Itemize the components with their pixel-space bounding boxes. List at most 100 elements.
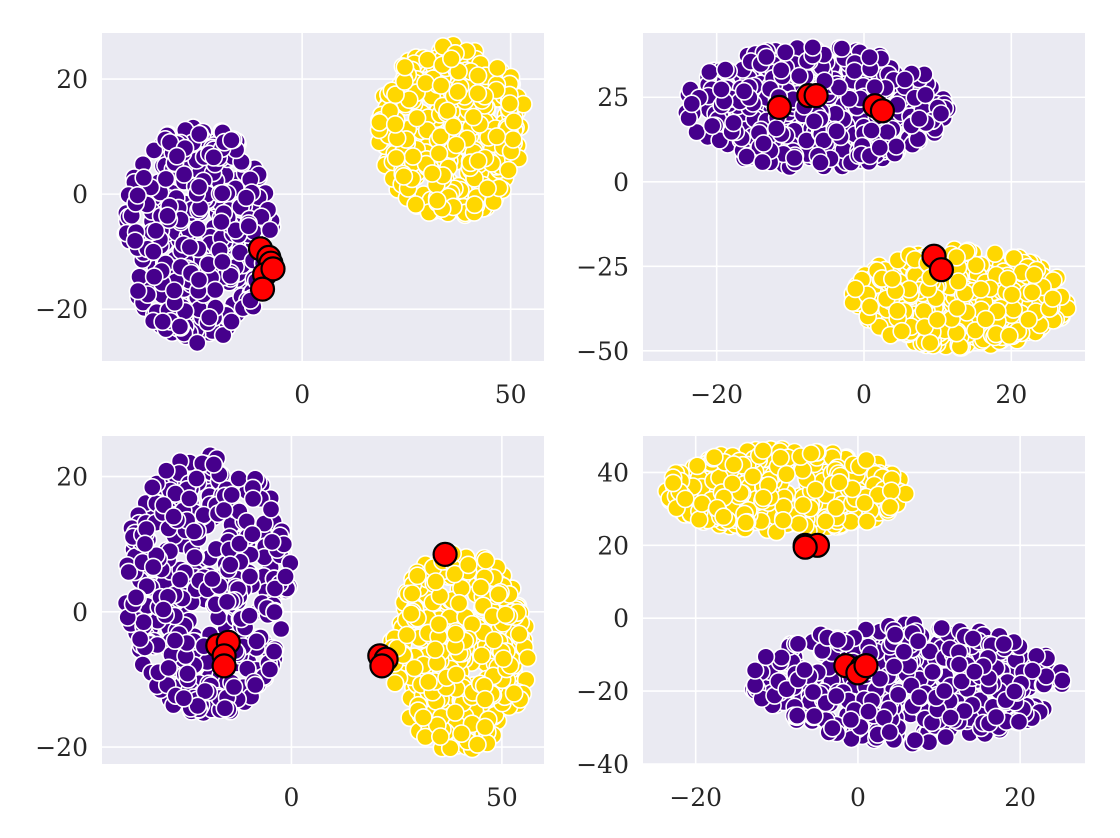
point-class-0 — [144, 267, 164, 287]
point-class-1 — [1002, 285, 1022, 305]
point-class-1 — [999, 326, 1019, 346]
point-class-0 — [936, 727, 956, 747]
point-class-0 — [803, 682, 823, 702]
point-class-1 — [743, 466, 763, 486]
highlight-point — [928, 257, 955, 283]
point-class-0 — [185, 547, 205, 567]
point-class-1 — [1022, 282, 1042, 302]
point-class-0 — [134, 612, 154, 632]
point-class-0 — [202, 569, 222, 589]
point-class-1 — [401, 604, 421, 624]
point-class-0 — [184, 522, 204, 541]
highlight-point — [432, 541, 458, 568]
point-class-0 — [213, 325, 233, 345]
point-class-0 — [826, 686, 846, 706]
point-class-1 — [883, 269, 902, 289]
point-class-0 — [189, 270, 209, 290]
point-class-0 — [143, 242, 163, 262]
points — [657, 439, 1072, 754]
point-class-1 — [446, 135, 466, 155]
point-class-0 — [187, 469, 206, 488]
point-class-0 — [174, 688, 194, 708]
point-class-1 — [386, 85, 405, 105]
point-class-0 — [994, 634, 1014, 654]
point-class-0 — [164, 507, 184, 526]
subplot-3: 0 50 −20 0 20 — [35, 436, 544, 812]
point-class-1 — [431, 76, 451, 95]
point-class-0 — [880, 722, 900, 742]
point-class-1 — [518, 648, 538, 668]
point-class-0 — [222, 485, 242, 505]
point-class-0 — [153, 312, 173, 332]
point-class-0 — [143, 557, 163, 577]
point-class-0 — [827, 121, 847, 141]
point-class-0 — [756, 647, 776, 667]
point-class-0 — [125, 231, 145, 251]
point-class-0 — [156, 169, 176, 189]
point-class-1 — [920, 333, 940, 353]
point-class-0 — [204, 147, 224, 167]
point-class-0 — [240, 606, 259, 626]
highlight-point — [369, 653, 395, 679]
point-class-0 — [931, 104, 951, 124]
point-class-0 — [239, 216, 259, 236]
point-class-0 — [909, 109, 929, 129]
point-class-1 — [467, 735, 487, 754]
point-class-1 — [966, 255, 986, 275]
highlight-point — [211, 653, 237, 679]
point-class-1 — [386, 148, 406, 168]
y-tick-label: 20 — [56, 65, 88, 94]
point-class-1 — [753, 488, 773, 508]
point-class-0 — [775, 42, 795, 62]
x-tick-label: 50 — [486, 783, 518, 812]
y-tick-label: 0 — [613, 604, 629, 633]
point-class-1 — [448, 82, 468, 102]
y-tick-label: 20 — [597, 531, 629, 560]
subplot-1: 0 50 −20 0 20 — [35, 33, 544, 409]
point-class-0 — [700, 62, 719, 82]
point-class-0 — [265, 579, 285, 598]
points — [116, 35, 533, 353]
point-class-0 — [242, 524, 262, 544]
point-class-1 — [723, 474, 742, 494]
point-class-0 — [167, 146, 187, 166]
point-class-0 — [894, 642, 914, 662]
point-class-1 — [857, 450, 876, 470]
point-class-0 — [276, 567, 296, 586]
point-class-1 — [947, 298, 967, 318]
point-class-0 — [156, 461, 176, 481]
highlight-point — [249, 276, 276, 302]
point-class-0 — [753, 152, 772, 172]
point-class-1 — [441, 49, 461, 69]
point-class-0 — [734, 81, 754, 101]
point-class-0 — [128, 185, 148, 205]
point-class-0 — [236, 188, 256, 208]
point-class-0 — [870, 138, 890, 158]
point-class-1 — [499, 160, 518, 180]
point-class-1 — [418, 672, 438, 692]
point-class-1 — [370, 113, 389, 132]
highlight-point — [792, 534, 818, 560]
point-class-0 — [187, 219, 207, 239]
x-tick-label: 50 — [495, 380, 527, 409]
highlight-point — [260, 256, 286, 282]
y-tick-label: 20 — [56, 463, 88, 492]
point-class-1 — [465, 195, 485, 215]
point-class-0 — [841, 710, 861, 730]
point-class-1 — [464, 107, 483, 127]
point-class-1 — [714, 507, 734, 527]
point-class-1 — [881, 481, 901, 501]
x-tick-label: 20 — [1004, 783, 1036, 812]
point-class-1 — [704, 447, 724, 467]
point-class-1 — [494, 649, 513, 669]
point-class-1 — [446, 665, 466, 684]
point-class-0 — [187, 333, 207, 353]
point-class-1 — [471, 578, 491, 597]
point-class-1 — [855, 493, 875, 513]
point-class-1 — [675, 489, 695, 509]
point-class-0 — [170, 317, 190, 336]
point-class-1 — [404, 658, 424, 678]
x-tick-label: 0 — [850, 783, 866, 812]
point-class-1 — [846, 279, 865, 299]
point-class-0 — [215, 698, 235, 718]
